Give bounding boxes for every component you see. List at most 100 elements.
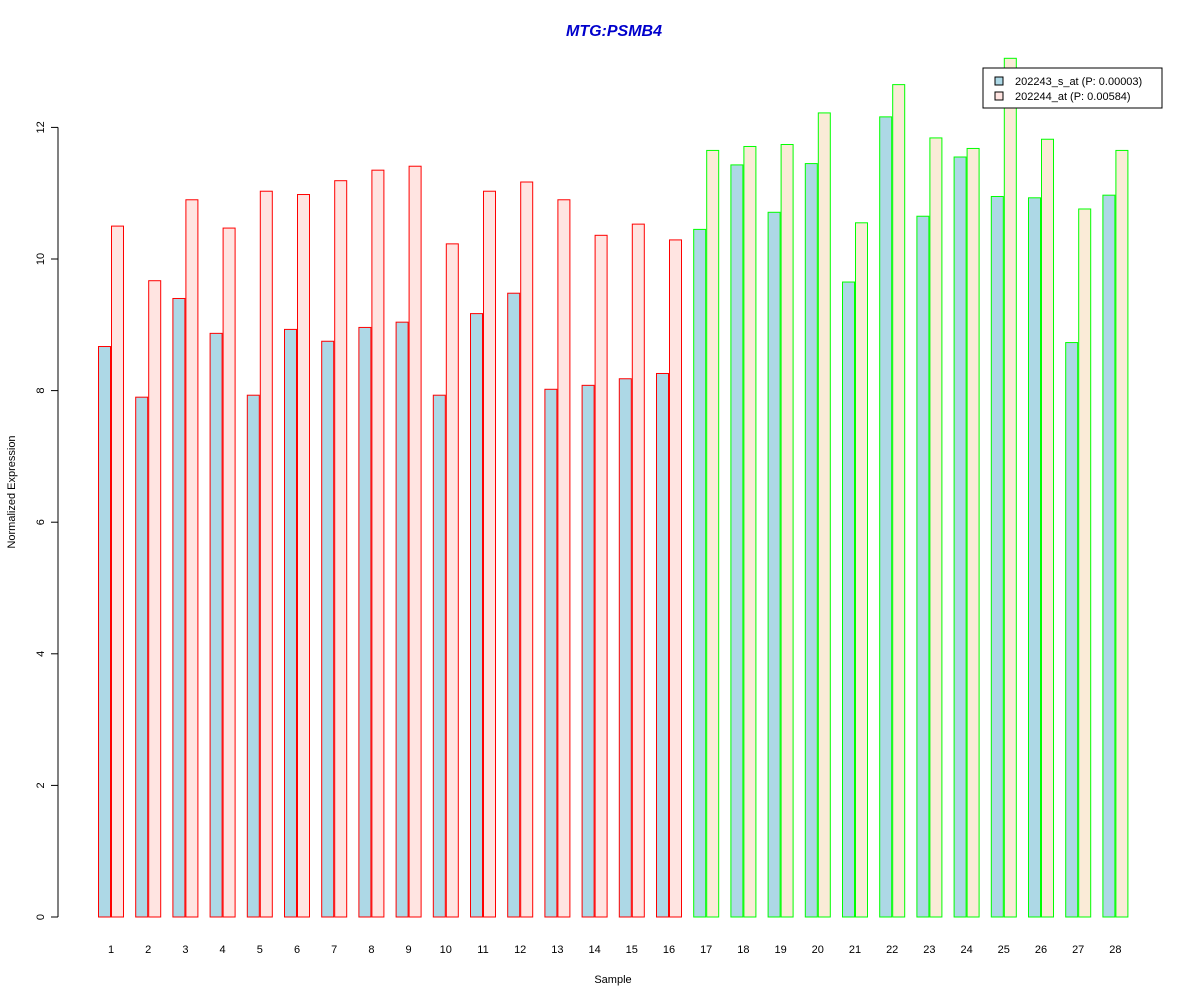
y-tick-label: 8 <box>35 388 47 394</box>
bar-sample-19-series-2 <box>780 144 794 918</box>
bar-sample-18-series-1 <box>730 164 744 918</box>
legend-box <box>982 67 1163 109</box>
y-tick-label: 2 <box>35 782 47 788</box>
x-tick-label: 2 <box>145 944 151 956</box>
bar-sample-3-series-2 <box>185 199 199 918</box>
bar-sample-13-series-2 <box>557 199 571 918</box>
x-tick-label: 4 <box>220 944 226 956</box>
x-tick-label: 10 <box>440 944 452 956</box>
y-tick-label: 0 <box>35 914 47 920</box>
bar-sample-27-series-1 <box>1065 342 1079 918</box>
bar-sample-10-series-1 <box>432 394 446 918</box>
bar-sample-27-series-2 <box>1078 208 1092 918</box>
x-tick-label: 5 <box>257 944 263 956</box>
bar-sample-15-series-1 <box>618 378 632 918</box>
bar-sample-17-series-1 <box>693 228 707 918</box>
x-tick-label: 1 <box>108 944 114 956</box>
bar-sample-25-series-2 <box>1003 57 1017 918</box>
bar-sample-24-series-1 <box>953 156 967 918</box>
bar-sample-22-series-1 <box>879 116 893 918</box>
bar-sample-19-series-1 <box>767 211 781 918</box>
x-tick-label: 26 <box>1035 944 1047 956</box>
y-tick-label: 6 <box>35 519 47 525</box>
bar-sample-28-series-2 <box>1115 149 1129 918</box>
x-tick-label: 16 <box>663 944 675 956</box>
x-tick-labels: 1 2 3 4 5 6 7 8 9 10 11 12 13 14 15 16 17 18 19 20 21 22 23 24 2… <box>108 944 1122 956</box>
bar-sample-17-series-2 <box>706 149 720 918</box>
bar-sample-22-series-2 <box>892 84 906 918</box>
bar-sample-9-series-1 <box>395 321 409 918</box>
bar-sample-4-series-2 <box>222 227 236 918</box>
x-tick-label: 23 <box>923 944 935 956</box>
x-tick-label: 12 <box>514 944 526 956</box>
bar-sample-6-series-2 <box>297 194 310 918</box>
bar-sample-14-series-2 <box>594 234 608 918</box>
x-tick-label: 11 <box>477 944 488 956</box>
bar-sample-8-series-1 <box>358 326 372 918</box>
bar-sample-18-series-2 <box>743 145 757 918</box>
bar-sample-13-series-1 <box>544 388 558 918</box>
legend-swatch-series-1 <box>994 76 1004 86</box>
x-tick-label: 8 <box>368 944 374 956</box>
bar-sample-3-series-1 <box>172 297 186 918</box>
bar-sample-20-series-2 <box>817 112 831 918</box>
x-tick-label: 6 <box>294 944 300 956</box>
x-axis-label: Sample <box>594 974 631 986</box>
bar-sample-15-series-2 <box>631 223 645 918</box>
bar-sample-6-series-1 <box>284 328 297 918</box>
bar-sample-8-series-2 <box>371 169 385 918</box>
x-tick-label: 17 <box>700 944 712 956</box>
x-tick-label: 22 <box>886 944 898 956</box>
y-tick-label: 4 <box>35 651 47 657</box>
bar-sample-5-series-2 <box>259 190 273 918</box>
bar-sample-16-series-2 <box>669 239 682 918</box>
x-tick-label: 9 <box>406 944 412 956</box>
x-tick-label: 28 <box>1109 944 1121 956</box>
bar-sample-12-series-2 <box>520 181 534 918</box>
bar-sample-7-series-2 <box>334 180 348 918</box>
bar-sample-25-series-1 <box>990 195 1004 918</box>
x-tick-label: 27 <box>1072 944 1084 956</box>
legend-swatch-series-2 <box>994 91 1004 101</box>
x-tick-label: 15 <box>626 944 638 956</box>
bar-sample-26-series-2 <box>1041 138 1054 918</box>
bar-sample-11-series-2 <box>483 190 496 918</box>
bar-sample-2-series-2 <box>148 280 162 918</box>
bar-sample-10-series-2 <box>445 243 459 918</box>
bar-sample-12-series-1 <box>507 292 521 918</box>
x-tick-label: 7 <box>331 944 337 956</box>
y-axis: 0 2 4 6 8 10 12 <box>35 121 59 920</box>
x-tick-label: 24 <box>960 944 972 956</box>
bar-sample-5-series-1 <box>246 394 260 918</box>
x-tick-label: 20 <box>812 944 824 956</box>
bar-sample-21-series-2 <box>855 222 868 918</box>
legend-label-series-1: 202243_s_at (P: 0.00003) <box>1015 76 1142 88</box>
bar-sample-26-series-1 <box>1028 197 1041 918</box>
bar-sample-28-series-1 <box>1102 194 1116 918</box>
x-tick-label: 21 <box>849 944 861 956</box>
bar-sample-7-series-1 <box>321 340 335 918</box>
legend-label-series-2: 202244_at (P: 0.00584) <box>1015 91 1131 103</box>
x-tick-label: 14 <box>588 944 600 956</box>
bars-group <box>98 57 1129 918</box>
bar-sample-2-series-1 <box>135 396 149 918</box>
x-tick-label: 18 <box>737 944 749 956</box>
bar-sample-1-series-1 <box>98 346 111 918</box>
y-axis-label: Normalized Expression <box>6 435 18 548</box>
bar-sample-24-series-2 <box>966 147 980 918</box>
bar-sample-16-series-1 <box>656 372 669 918</box>
bar-sample-14-series-1 <box>581 384 595 918</box>
bar-sample-9-series-2 <box>408 165 422 918</box>
bar-sample-20-series-1 <box>804 163 818 918</box>
bar-sample-23-series-1 <box>916 215 930 918</box>
x-tick-label: 19 <box>774 944 786 956</box>
bar-sample-11-series-1 <box>470 313 483 918</box>
y-tick-label: 12 <box>35 121 47 133</box>
bar-sample-21-series-1 <box>842 281 855 918</box>
bar-sample-4-series-1 <box>209 332 223 918</box>
x-tick-label: 25 <box>998 944 1010 956</box>
bar-sample-23-series-2 <box>929 137 943 918</box>
legend: 202243_s_at (P: 0.00003) 202244_at (P: 0… <box>982 67 1163 109</box>
